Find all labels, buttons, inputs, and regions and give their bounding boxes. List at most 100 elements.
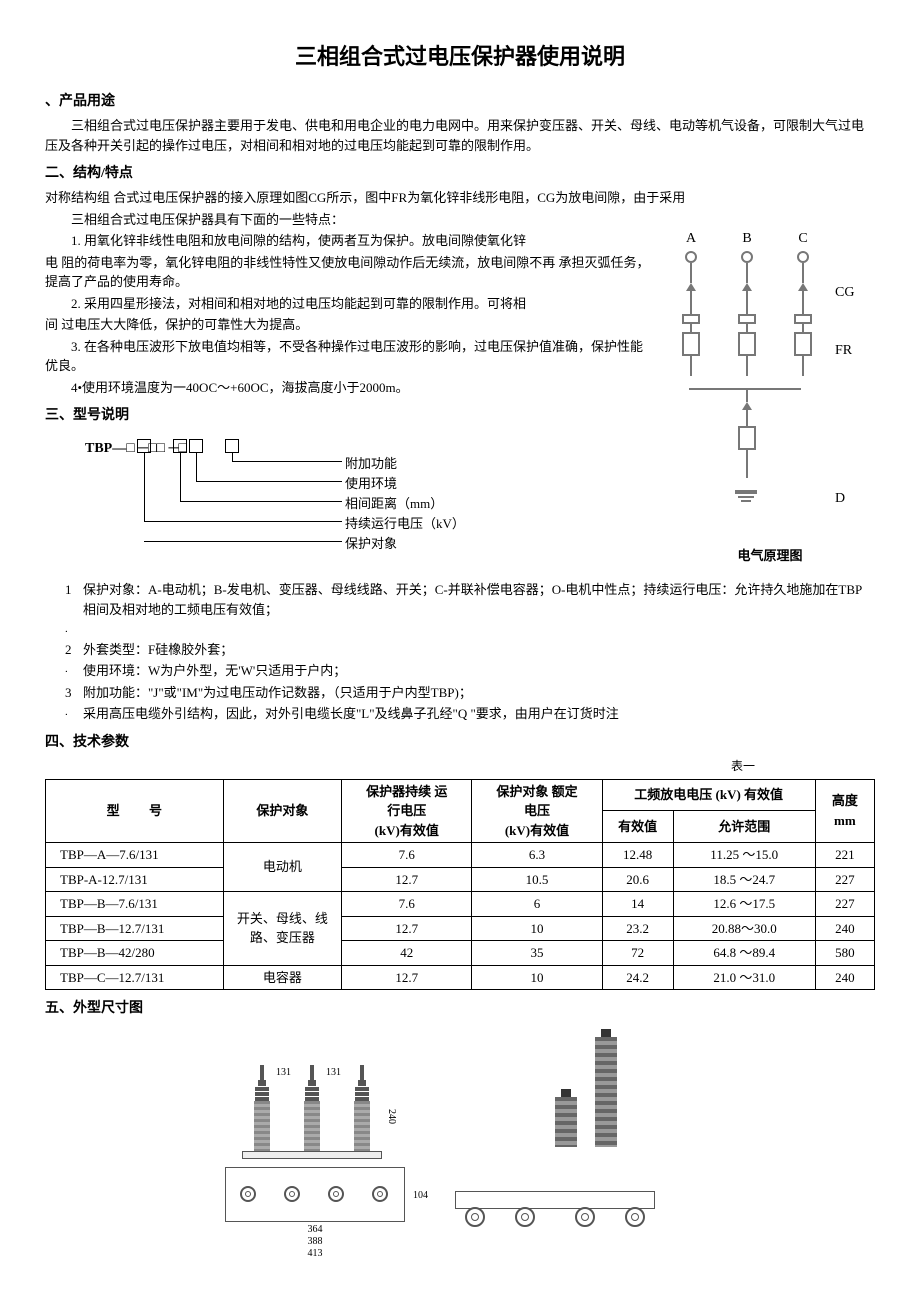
note-3b: 采用高压电缆外引结构，因此，对外引电缆长度"L"及线鼻子孔经"Q "要求，由用户… <box>83 704 619 724</box>
r5-ht: 240 <box>815 965 874 990</box>
model-label-1: 附加功能 <box>345 454 397 474</box>
page-title: 三相组合式过电压保护器使用说明 <box>45 40 875 73</box>
r2-ht: 227 <box>815 892 874 917</box>
r3-ht: 240 <box>815 916 874 941</box>
sec2-heading: 二、结构/特点 <box>45 163 875 184</box>
circuit-schematic: A B C CG FR <box>665 210 875 540</box>
r4-e: 72 <box>602 941 673 966</box>
schematic-fr-label: FR <box>835 340 852 361</box>
r5-e: 24.2 <box>602 965 673 990</box>
phase-c-label: C <box>798 228 807 249</box>
r3-cv: 12.7 <box>342 916 472 941</box>
r3-e: 23.2 <box>602 916 673 941</box>
th-cv-b: 行电压 <box>387 803 426 818</box>
model-diagram: TBP—□ ─□□ ─□ 附加功能 使用环境 相间距离（mm） 持续运行电压（k… <box>45 432 653 572</box>
th-rv-a: 保护对象 额定 <box>496 784 577 799</box>
r3-r: 20.88〜30.0 <box>673 916 815 941</box>
dim-131a: 131 <box>276 1065 291 1080</box>
r4-rv: 35 <box>472 941 602 966</box>
th-model-b: 号 <box>149 803 162 818</box>
sec2-f4: 4•使用环境温度为一40OC〜+60OC，海拔高度小于2000m。 <box>45 378 653 398</box>
dim-104: 104 <box>413 1188 428 1203</box>
sec2-f3: 3. 在各种电压波形下放电值均相等，不受各种操作过电压波形的影响，过电压保护值准… <box>45 337 653 376</box>
r4-ht: 580 <box>815 941 874 966</box>
r1-model: TBP-A-12.7/131 <box>46 867 224 892</box>
th-model-a: 型 <box>107 803 120 818</box>
sec1-para: 三相组合式过电压保护器主要用于发电、供电和用电企业的电力电网中。用来保护变压器、… <box>45 116 875 155</box>
sec3-heading: 三、型号说明 <box>45 405 653 426</box>
th-rv-b: 电压 <box>524 803 550 818</box>
r5-r: 21.0 〜31.0 <box>673 965 815 990</box>
th-h-a: 高度 <box>832 793 858 808</box>
model-label-2: 使用环境 <box>345 474 397 494</box>
dim-240: 240 <box>384 1109 399 1124</box>
r5-model: TBP—C—12.7/131 <box>46 965 224 990</box>
th-pf1: 有效值 <box>602 811 673 843</box>
model-tbp-text: TBP—□ ─□□ ─□ <box>85 438 187 459</box>
schematic-column: A B C CG FR <box>665 210 875 577</box>
th-rv-c: (kV)有效值 <box>505 823 569 838</box>
r2-e: 14 <box>602 892 673 917</box>
dim-388: 388 <box>308 1236 323 1248</box>
sec2-t2: 三相组合式过电压保护器具有下面的一些特点： <box>45 210 653 230</box>
r0-obj: 电动机 <box>223 843 341 892</box>
th-cv-a: 保护器持续 运 <box>366 784 447 799</box>
r5-cv: 12.7 <box>342 965 472 990</box>
schematic-d-label: D <box>835 488 845 509</box>
model-label-4: 持续运行电压（kV） <box>345 514 465 534</box>
r0-e: 12.48 <box>602 843 673 868</box>
note-2b: 使用环境：W为户外型，无'W'只适用于户内； <box>83 661 346 681</box>
r1-ht: 227 <box>815 867 874 892</box>
sec1-heading: 、产品用途 <box>45 91 875 112</box>
th-cv-c: (kV)有效值 <box>375 823 439 838</box>
r1-cv: 12.7 <box>342 867 472 892</box>
model-notes: 1保护对象：A-电动机；B-发电机、变压器、母线线路、开关；C-并联补偿电容器；… <box>65 580 875 724</box>
r2-rv: 6 <box>472 892 602 917</box>
phase-b-label: B <box>742 228 751 249</box>
sec2-f2b: 间 过电压大大降低，保护的可靠性大为提高。 <box>45 315 653 335</box>
note-1: 保护对象：A-电动机；B-发电机、变压器、母线线路、开关；C-并联补偿电容器；O… <box>83 580 875 619</box>
r0-cv: 7.6 <box>342 843 472 868</box>
r4-r: 64.8 〜89.4 <box>673 941 815 966</box>
r5-obj: 电容器 <box>223 965 341 990</box>
spec-table: 型 号 保护对象 保护器持续 运 行电压 (kV)有效值 保护对象 额定 电压 … <box>45 779 875 991</box>
table-caption: 表一 <box>45 757 875 775</box>
schematic-cg-label: CG <box>835 282 854 303</box>
r2-model: TBP—B—7.6/131 <box>46 892 224 917</box>
note-3: 附加功能："J"或"IM"为过电压动作记数器，（只适用于户内型TBP)； <box>83 683 472 703</box>
r3-rv: 10 <box>472 916 602 941</box>
dim-413: 413 <box>308 1248 323 1260</box>
r4-model: TBP—B—42/280 <box>46 941 224 966</box>
model-label-5: 保护对象 <box>345 534 397 554</box>
r0-ht: 221 <box>815 843 874 868</box>
r0-r: 11.25 〜15.0 <box>673 843 815 868</box>
schematic-caption: 电气原理图 <box>665 546 875 566</box>
sec2-lead: 对称结构组 合式过电压保护器的接入原理如图CG所示，图中FR为氧化锌非线形电阻，… <box>45 188 875 208</box>
r1-e: 20.6 <box>602 867 673 892</box>
phase-a-label: A <box>686 228 696 249</box>
sec4-heading: 四、技术参数 <box>45 732 875 753</box>
dimension-figures: 131 131 240 104 364 388 413 <box>45 1029 875 1260</box>
r0-model: TBP—A—7.6/131 <box>46 843 224 868</box>
r1-rv: 10.5 <box>472 867 602 892</box>
dimension-figure-2 <box>455 1029 675 1229</box>
r2-cv: 7.6 <box>342 892 472 917</box>
r3-model: TBP—B—12.7/131 <box>46 916 224 941</box>
sec2-f1b: 电 阻的荷电率为零，氧化锌电阻的非线性特性又使放电间隙动作后无续流，放电间隙不再… <box>45 253 653 292</box>
dim-364: 364 <box>308 1224 323 1236</box>
note-2: 外套类型：F硅橡胶外套； <box>83 640 233 660</box>
r2-r: 12.6 〜17.5 <box>673 892 815 917</box>
sec5-heading: 五、外型尺寸图 <box>45 998 875 1019</box>
model-label-3: 相间距离（mm） <box>345 494 443 514</box>
th-pf2: 允许范围 <box>673 811 815 843</box>
th-object: 保护对象 <box>223 779 341 843</box>
dim-131b: 131 <box>326 1065 341 1080</box>
r4-cv: 42 <box>342 941 472 966</box>
dimension-figure-1: 131 131 240 104 364 388 413 <box>225 1029 405 1260</box>
sec2-f1a: 1. 用氧化锌非线性电阻和放电间隙的结构，使两者互为保护。放电间隙使氧化锌 <box>45 231 653 251</box>
th-h-b: mm <box>834 813 856 828</box>
th-pf: 工频放电电压 (kV) 有效值 <box>602 779 815 811</box>
sec2-f2a: 2. 采用四星形接法，对相间和相对地的过电压均能起到可靠的限制作用。可将相 <box>45 294 653 314</box>
r1-r: 18.5 〜24.7 <box>673 867 815 892</box>
r0-rv: 6.3 <box>472 843 602 868</box>
